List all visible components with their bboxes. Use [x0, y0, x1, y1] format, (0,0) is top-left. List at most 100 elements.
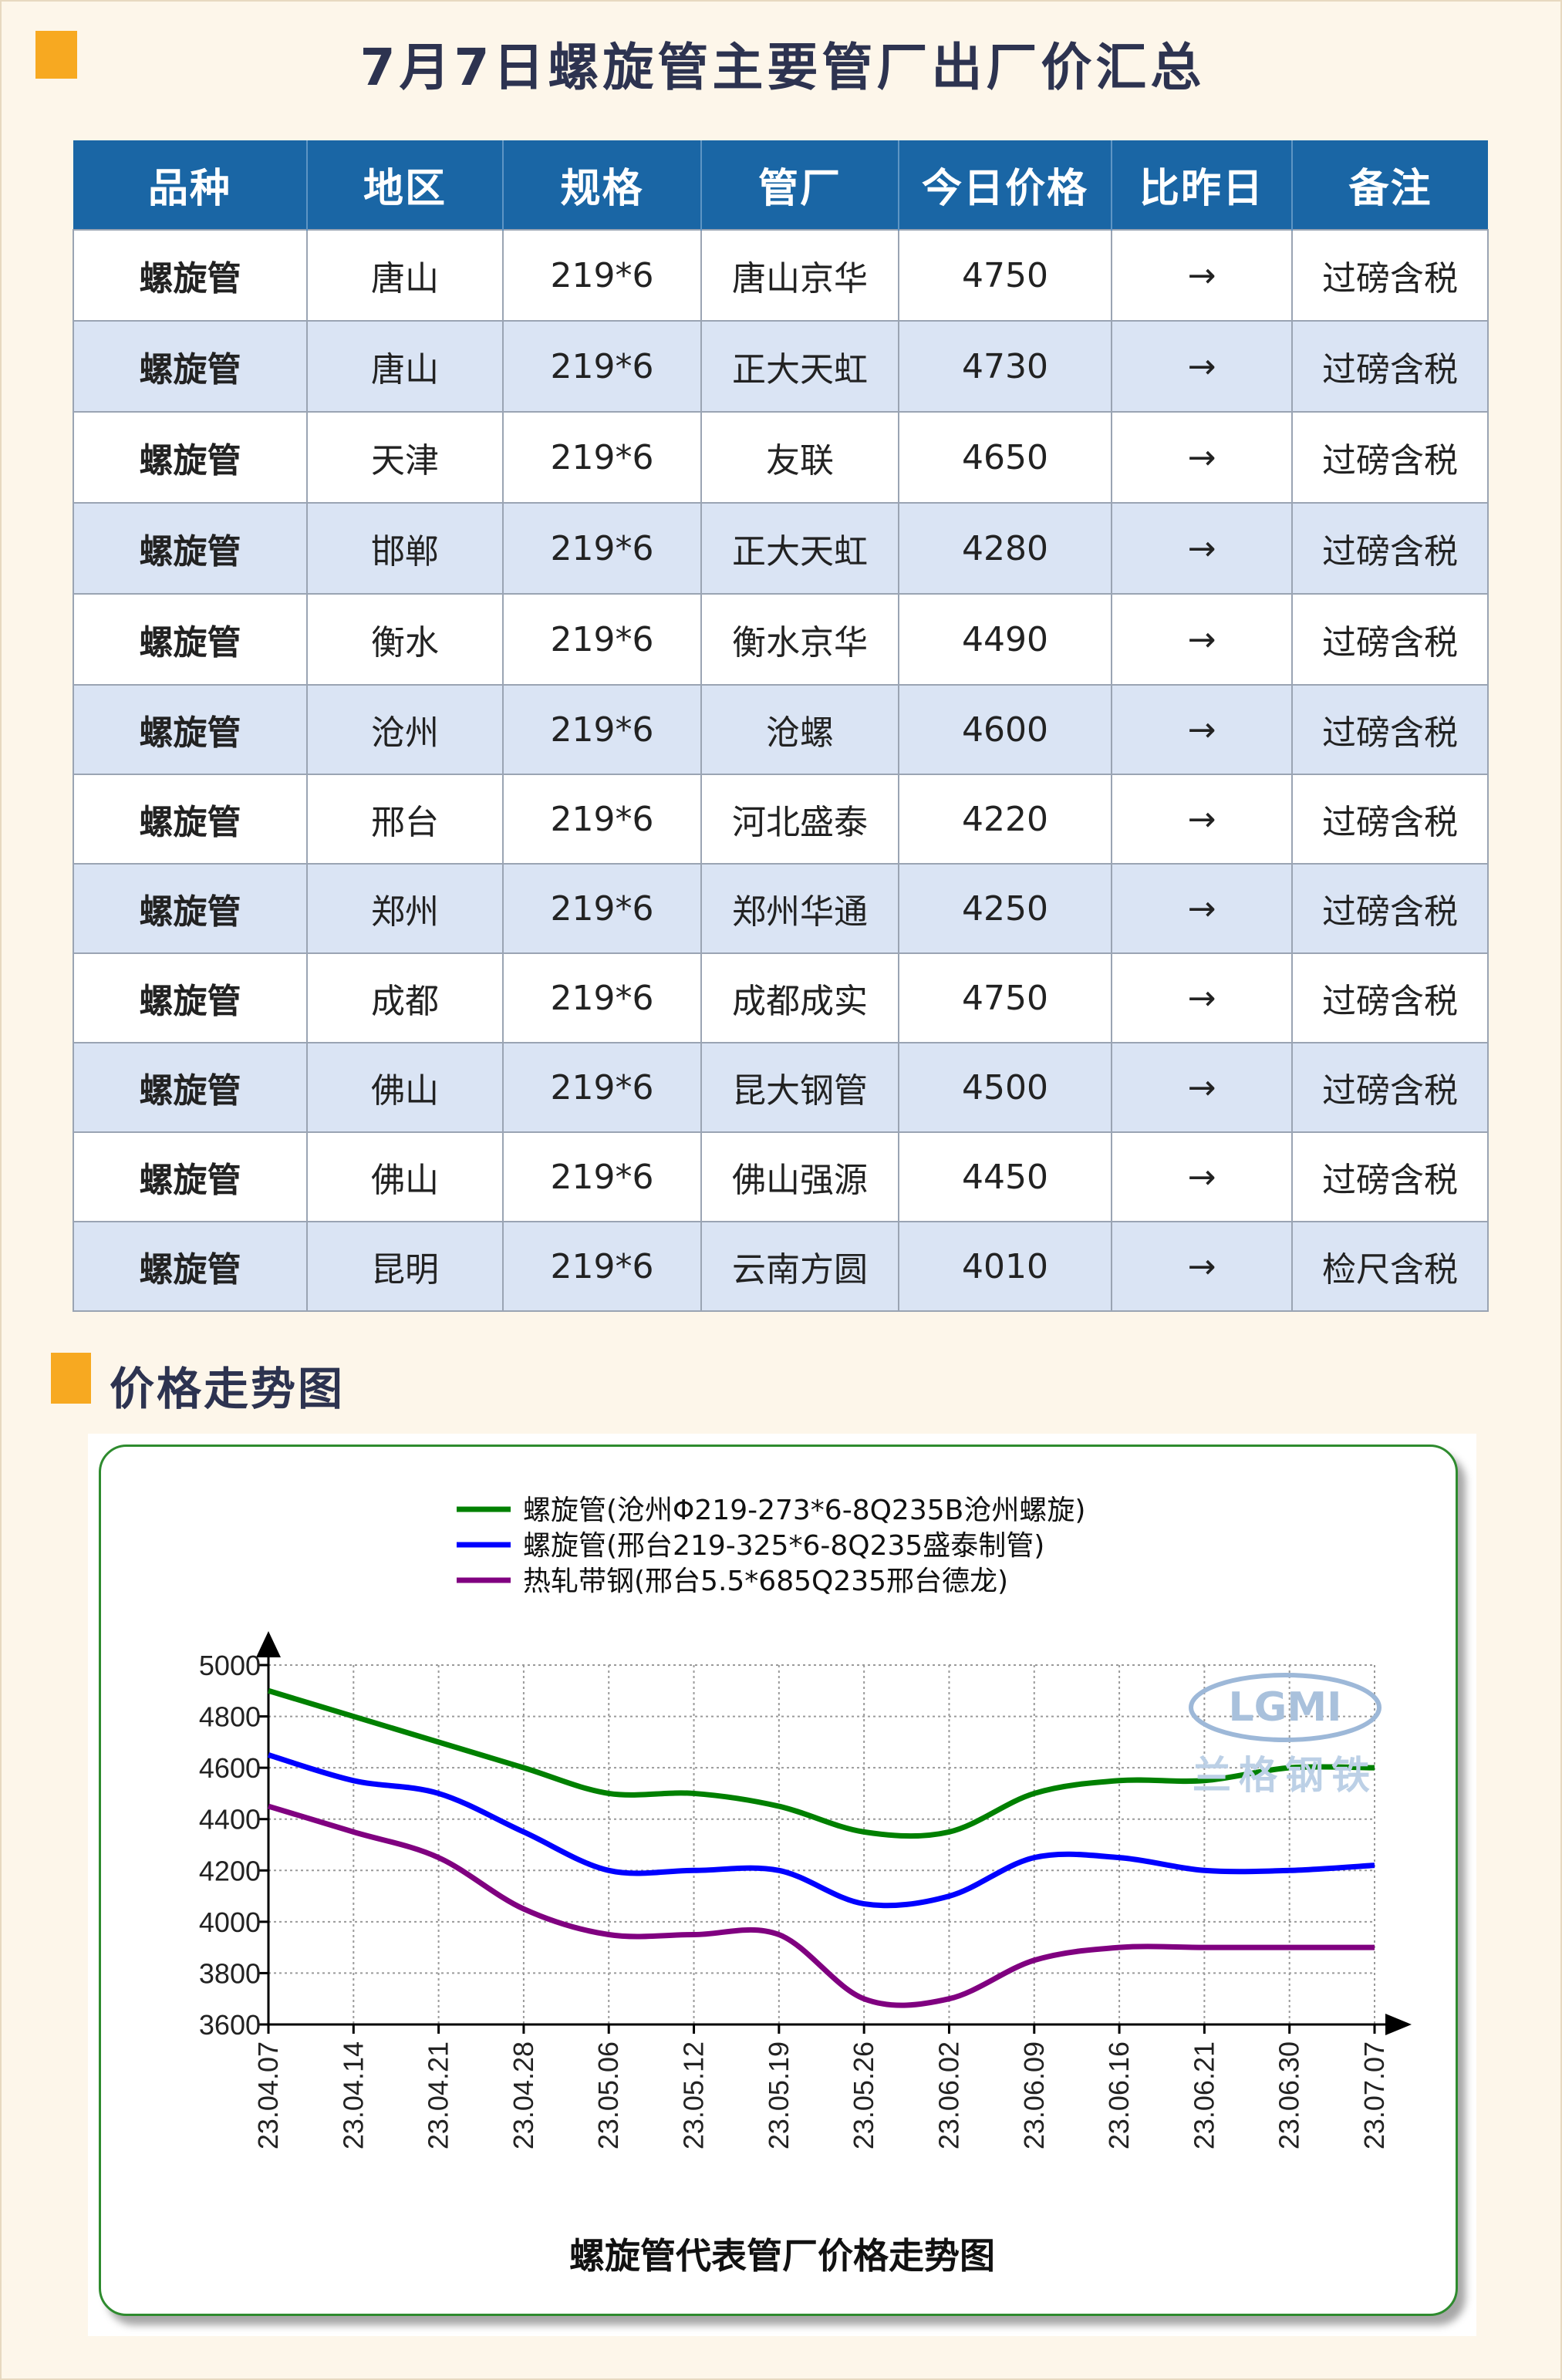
cell-note: 过磅含税: [1291, 320, 1489, 413]
cell-note: 过磅含税: [1291, 952, 1489, 1043]
cell-mill: 云南方圆: [700, 1221, 899, 1312]
cell-variety: 螺旋管: [73, 229, 308, 322]
x-tick-label: 23.04.28: [508, 2041, 539, 2149]
cell-mill: 郑州华通: [700, 863, 899, 954]
cell-change: →: [1111, 1042, 1293, 1133]
cell-region: 唐山: [306, 320, 504, 413]
cell-price: 4280: [898, 502, 1112, 595]
table-row: 螺旋管 唐山 219*6 唐山京华 4750 → 过磅含税: [73, 229, 1489, 322]
cell-change: →: [1111, 229, 1293, 322]
header-variety: 品种: [73, 140, 308, 230]
cell-note: 过磅含税: [1291, 1042, 1489, 1133]
cell-variety: 螺旋管: [73, 320, 308, 413]
cell-spec: 219*6: [502, 684, 702, 775]
cell-region: 唐山: [306, 229, 504, 322]
x-tick-label: 23.06.02: [933, 2041, 964, 2149]
x-tick-label: 23.05.06: [592, 2041, 624, 2149]
watermark-text: 兰格钢铁: [1193, 1752, 1378, 1798]
cell-price: 4750: [898, 229, 1112, 322]
watermark-logo-ring: [1189, 1673, 1382, 1742]
series-line-0: [267, 1687, 1375, 1839]
series-line-1: [267, 1752, 1375, 1909]
table-row: 螺旋管 佛山 219*6 昆大钢管 4500 → 过磅含税: [73, 1042, 1489, 1133]
price-table: 品种 地区 规格 管厂 今日价格 比昨日 备注 螺旋管 唐山 219*6 唐山京华 47…: [73, 140, 1489, 1312]
price-trend-chart: 5000 4800 4600 4400 4200 4000 3800 360023.04.07…: [199, 1495, 1412, 2277]
legend-label-0: 螺旋管(沧州Φ219-273*6-8Q235B沧州螺旋): [523, 1495, 1085, 1526]
legend-label-2: 热轧带钢(邢台5.5*685Q235邢台德龙): [523, 1566, 1008, 1597]
cell-change: →: [1111, 1131, 1293, 1222]
cell-mill: 正大天虹: [700, 320, 899, 413]
x-tick-label: 23.06.30: [1274, 2041, 1305, 2149]
cell-region: 佛山: [306, 1042, 504, 1133]
cell-mill: 友联: [700, 411, 899, 504]
cell-note: 过磅含税: [1291, 593, 1489, 686]
cell-price: 4650: [898, 411, 1112, 504]
cell-mill: 佛山强源: [700, 1131, 899, 1222]
y-tick-label: 4600: [199, 1752, 261, 1784]
cell-spec: 219*6: [502, 1131, 702, 1222]
header-note: 备注: [1292, 140, 1488, 230]
x-tick-label: 23.04.14: [337, 2041, 369, 2149]
cell-price: 4220: [898, 774, 1112, 865]
header-region: 地区: [307, 140, 504, 230]
cell-spec: 219*6: [502, 229, 702, 322]
cell-spec: 219*6: [502, 320, 702, 413]
cell-region: 成都: [306, 952, 504, 1043]
cell-price: 4500: [898, 1042, 1112, 1133]
x-tick-label: 23.04.21: [423, 2041, 454, 2149]
cell-spec: 219*6: [502, 411, 702, 504]
y-tick-label: 4000: [199, 1906, 261, 1938]
cell-spec: 219*6: [502, 593, 702, 686]
cell-mill: 沧螺: [700, 684, 899, 775]
table-row: 螺旋管 邯郸 219*6 正大天虹 4280 → 过磅含税: [73, 502, 1489, 595]
title-marker: [35, 31, 77, 79]
series-line-2: [267, 1803, 1375, 2008]
x-tick-label: 23.05.26: [848, 2041, 879, 2149]
y-tick-label: 3600: [199, 2009, 261, 2041]
table-header-row: 品种 地区 规格 管厂 今日价格 比昨日 备注: [73, 140, 1488, 230]
cell-region: 邯郸: [306, 502, 504, 595]
table-row: 螺旋管 衡水 219*6 衡水京华 4490 → 过磅含税: [73, 593, 1489, 686]
header-change: 比昨日: [1112, 140, 1293, 230]
x-tick-label: 23.05.12: [678, 2041, 710, 2149]
cell-region: 昆明: [306, 1221, 504, 1312]
cell-note: 过磅含税: [1291, 774, 1489, 865]
cell-price: 4600: [898, 684, 1112, 775]
cell-variety: 螺旋管: [73, 593, 308, 686]
cell-spec: 219*6: [502, 863, 702, 954]
x-tick-label: 23.06.21: [1188, 2041, 1220, 2149]
page-title: 7月7日螺旋管主要管厂出厂价汇总: [359, 38, 1206, 97]
table-row: 螺旋管 唐山 219*6 正大天虹 4730 → 过磅含税: [73, 320, 1489, 413]
table-row: 螺旋管 郑州 219*6 郑州华通 4250 → 过磅含税: [73, 863, 1489, 954]
cell-note: 过磅含税: [1291, 502, 1489, 595]
cell-region: 邢台: [306, 774, 504, 865]
cell-price: 4010: [898, 1221, 1112, 1312]
legend-label-1: 螺旋管(邢台219-325*6-8Q235盛泰制管): [523, 1530, 1044, 1562]
cell-change: →: [1111, 411, 1293, 504]
chart-frame: [99, 1445, 1458, 2316]
y-axis-arrow: [256, 1631, 281, 1657]
cell-spec: 219*6: [502, 1042, 702, 1133]
cell-spec: 219*6: [502, 502, 702, 595]
cell-mill: 成都成实: [700, 952, 899, 1043]
cell-mill: 河北盛泰: [700, 774, 899, 865]
cell-region: 佛山: [306, 1131, 504, 1222]
cell-note: 过磅含税: [1291, 1131, 1489, 1222]
cell-region: 郑州: [306, 863, 504, 954]
y-tick-label: 4400: [199, 1804, 261, 1836]
x-tick-label: 23.04.07: [252, 2041, 284, 2149]
table-row: 螺旋管 佛山 219*6 佛山强源 4450 → 过磅含税: [73, 1131, 1489, 1222]
cell-mill: 唐山京华: [700, 229, 899, 322]
cell-spec: 219*6: [502, 1221, 702, 1312]
cell-change: →: [1111, 502, 1293, 595]
table-row: 螺旋管 成都 219*6 成都成实 4750 → 过磅含税: [73, 952, 1489, 1043]
cell-variety: 螺旋管: [73, 952, 308, 1043]
table-row: 螺旋管 沧州 219*6 沧螺 4600 → 过磅含税: [73, 684, 1489, 775]
chart-container: 5000 4800 4600 4400 4200 4000 3800 3600 23.04.07…: [88, 1434, 1476, 2336]
section-title: 价格走势图: [110, 1363, 346, 1415]
watermark-logo-text: LGMI: [1229, 1684, 1342, 1731]
cell-change: →: [1111, 593, 1293, 686]
cell-variety: 螺旋管: [73, 774, 308, 865]
cell-region: 天津: [306, 411, 504, 504]
